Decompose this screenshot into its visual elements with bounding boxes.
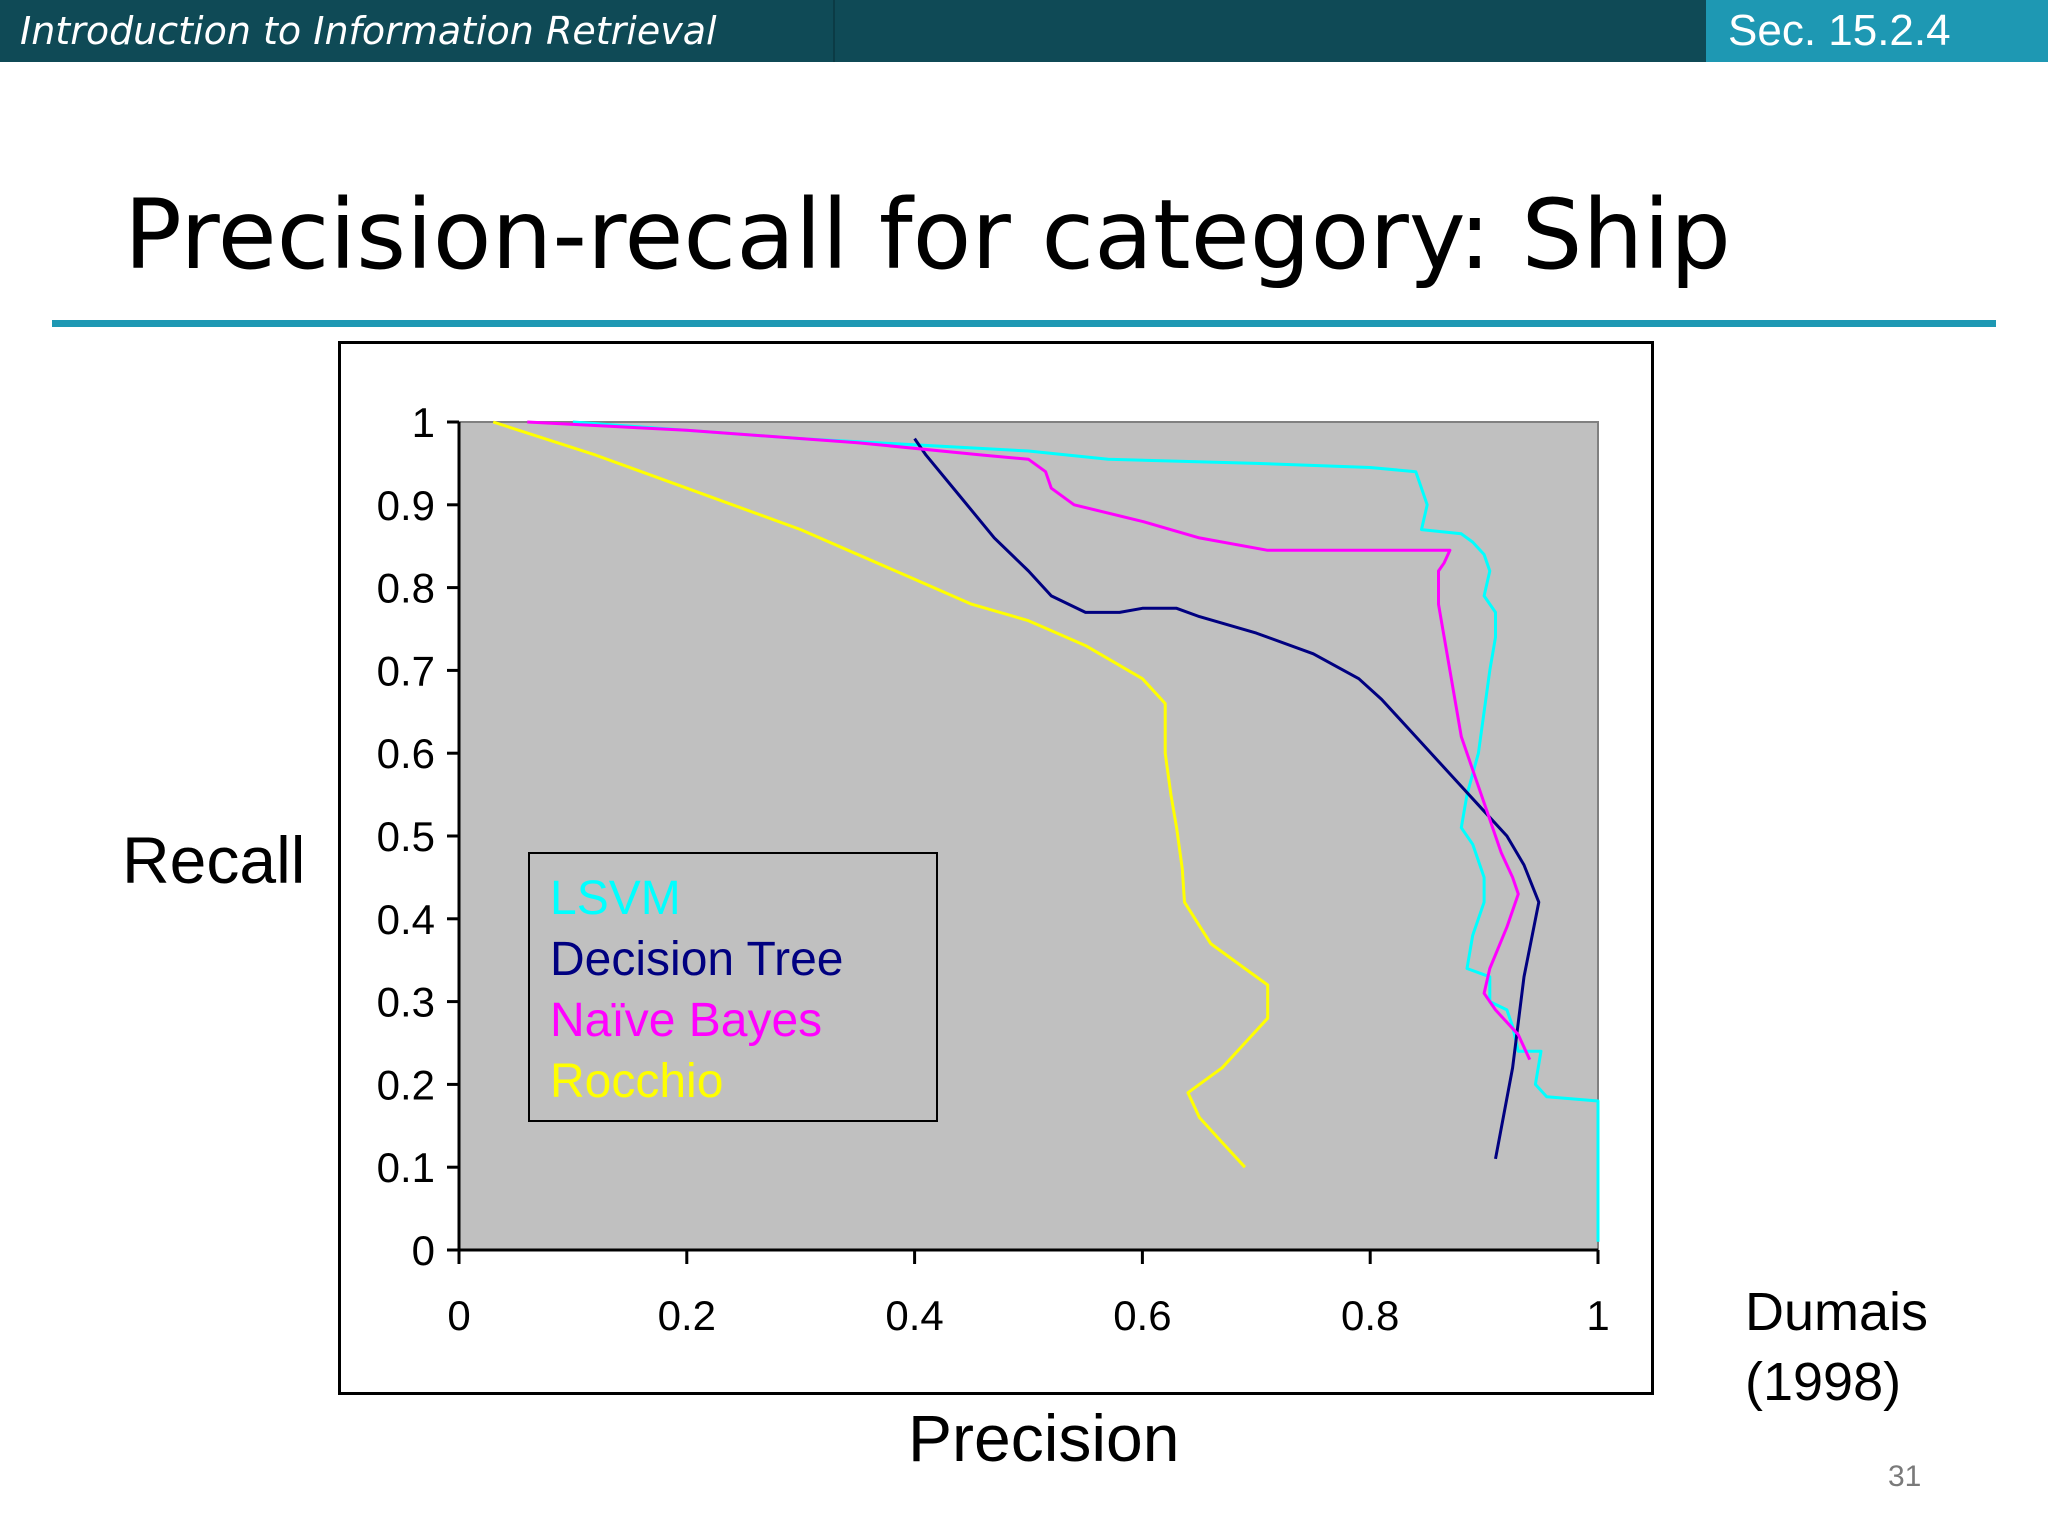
header-bar: Introduction to Information Retrieval Se…: [0, 0, 2048, 62]
x-tick-label: 1: [1586, 1292, 1609, 1339]
citation: Dumais (1998): [1745, 1277, 1928, 1417]
chart-legend: LSVM Decision Tree Naïve Bayes Rocchio: [528, 852, 938, 1122]
series-line-lsvm: [572, 420, 1600, 1242]
header-divider: [833, 0, 835, 62]
legend-entry-lsvm: LSVM: [550, 872, 681, 925]
y-axis-label: Recall: [122, 823, 306, 897]
series-line-decision-tree: [913, 437, 1541, 1160]
y-tick-label: 0.4: [377, 896, 435, 943]
legend-entry-decision-tree: Decision Tree: [550, 933, 844, 986]
citation-year: (1998): [1745, 1352, 1902, 1412]
x-tick-label: 0.2: [658, 1292, 716, 1339]
course-title: Introduction to Information Retrieval: [20, 9, 717, 53]
y-tick-label: 1: [412, 399, 435, 446]
legend-entry-rocchio: Rocchio: [550, 1055, 724, 1108]
y-tick-label: 0.5: [377, 813, 435, 860]
title-rule: [52, 320, 1996, 327]
page-number: 31: [1888, 1460, 1922, 1493]
precision-recall-chart: 0 0.1 0.2 0.3 0.4 0.5 0.6 0.7 0.8 0.9 1 0 0.2 0.4 0.6 0…: [377, 399, 1610, 1339]
chart-frame: 0 0.1 0.2 0.3 0.4 0.5 0.6 0.7 0.8 0.9 1 0 0.2 0.4 0.6 0…: [338, 341, 1654, 1395]
y-tick-label: 0.2: [377, 1061, 435, 1108]
x-axis-label: Precision: [908, 1401, 1180, 1475]
y-tick-label: 0.3: [377, 979, 435, 1026]
slide-title: Precision-recall for category: Ship: [124, 179, 1731, 291]
series-line-naive-bayes: [527, 420, 1532, 1061]
y-tick-label: 0.7: [377, 647, 435, 694]
x-tick-label: 0.6: [1113, 1292, 1171, 1339]
y-tick-label: 0.1: [377, 1144, 435, 1191]
y-tick-label: 0.9: [377, 482, 435, 529]
x-tick-label: 0.8: [1341, 1292, 1399, 1339]
x-tick-label: 0: [447, 1292, 470, 1339]
y-tick-label: 0.8: [377, 565, 435, 612]
section-badge: Sec. 15.2.4: [1706, 0, 2048, 62]
citation-author: Dumais: [1745, 1282, 1929, 1342]
y-tick-label: 0: [412, 1227, 435, 1274]
plot-area: [458, 421, 1599, 1251]
legend-entry-naive-bayes: Naïve Bayes: [550, 994, 823, 1047]
y-tick-label: 0.6: [377, 730, 435, 777]
x-tick-label: 0.4: [885, 1292, 943, 1339]
series-line-rocchio: [492, 420, 1270, 1169]
